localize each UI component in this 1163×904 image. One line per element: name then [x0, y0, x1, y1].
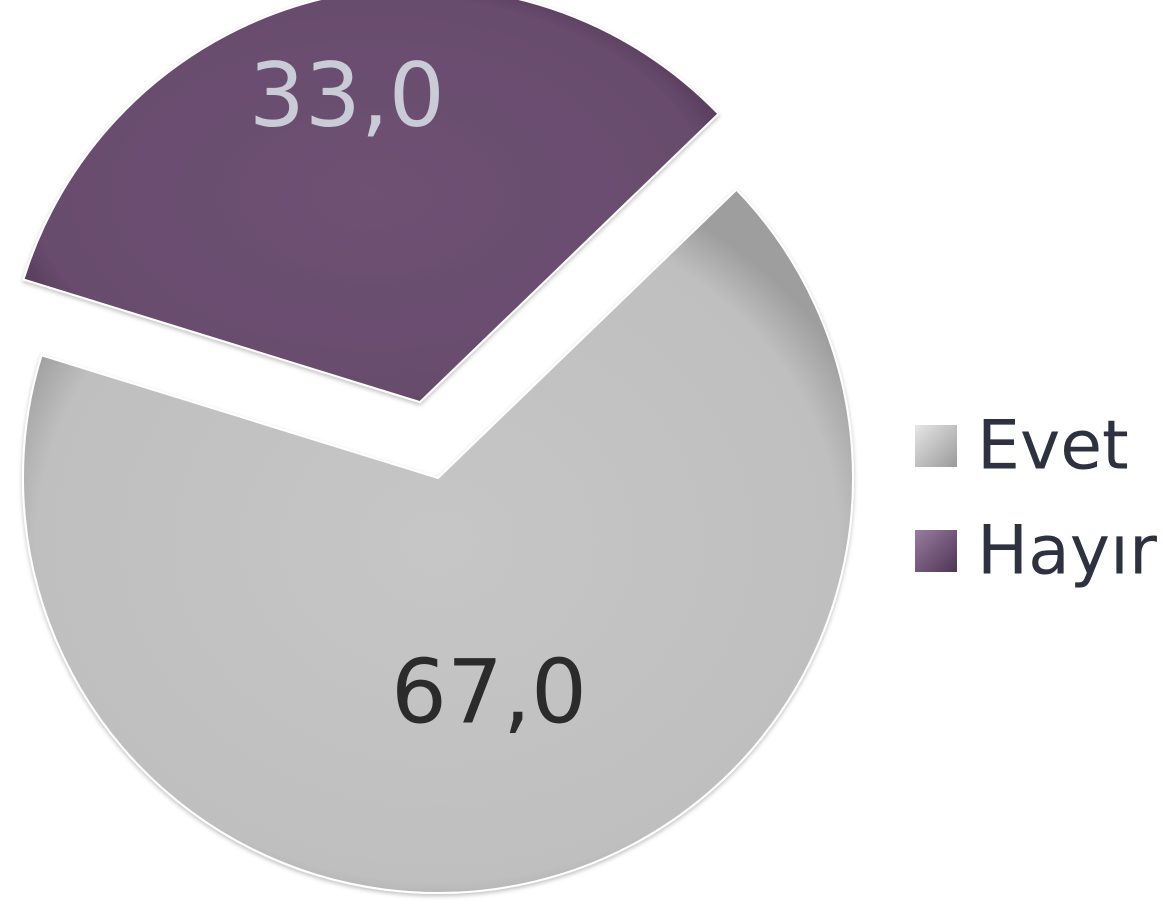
legend-item-hay-r: Hayır — [915, 512, 1157, 591]
legend: Evet Hayır — [915, 407, 1157, 591]
legend-swatch — [915, 425, 957, 467]
data-label-evet: 67,0 — [391, 640, 587, 743]
pie-slice-hay-r — [22, 0, 720, 404]
legend-label: Evet — [977, 407, 1129, 486]
pie-data-labels: 67,0 33,0 — [249, 44, 587, 744]
legend-label: Hayır — [977, 512, 1157, 591]
legend-swatch — [915, 530, 957, 572]
data-label-hay-r: 33,0 — [249, 44, 445, 147]
pie-slices — [22, 0, 854, 894]
pie-slice-evet — [22, 188, 854, 894]
legend-item-evet: Evet — [915, 407, 1129, 486]
